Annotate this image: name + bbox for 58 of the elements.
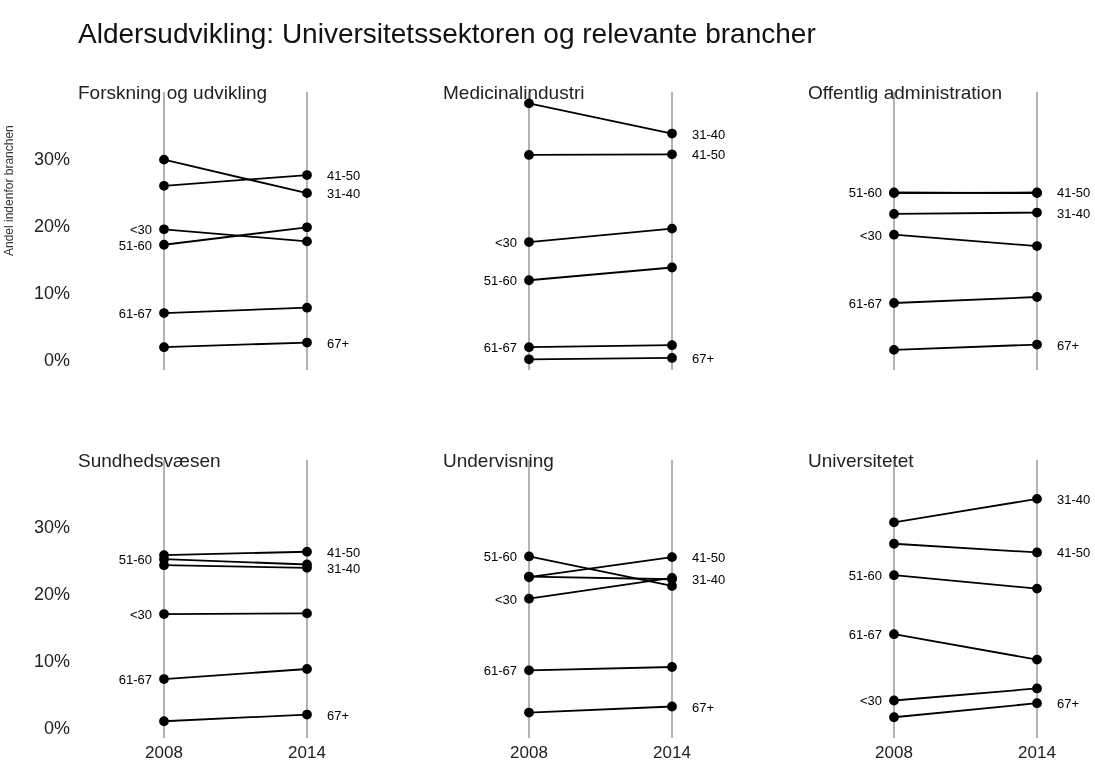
annotation: 31-40: [1057, 491, 1091, 507]
annotation: 31-40: [327, 186, 361, 202]
annotation: 41-50: [327, 168, 361, 184]
chart-title: Forskning og udvikling: [78, 82, 268, 104]
annotation: 67+: [1057, 337, 1080, 353]
annotation: 61-67: [118, 306, 152, 322]
y-tick-label: 30%: [33, 149, 70, 170]
annotation: 51-60: [848, 568, 882, 584]
chart-title: Medicinalindustri: [443, 82, 585, 104]
y-tick-label: 0%: [43, 718, 70, 739]
y-tick-label: 30%: [33, 517, 70, 538]
annotation: 41-50: [1057, 185, 1091, 201]
y-tick-label: 10%: [33, 283, 70, 304]
annotation: <30: [129, 607, 152, 623]
annotation: 51-60: [483, 273, 517, 289]
annotation: 67+: [692, 699, 715, 715]
chart-title: Undervisning: [443, 450, 554, 472]
x-tick-label: 2014: [653, 743, 691, 763]
annotation: 61-67: [848, 627, 882, 643]
annotation: <30: [494, 591, 517, 607]
annotation: 61-67: [483, 663, 517, 679]
annotation: 31-40: [1057, 205, 1091, 221]
x-tick-label: 2008: [510, 743, 548, 763]
annotation: <30: [859, 227, 882, 243]
annotation: <30: [129, 222, 152, 238]
y-tick-label: 10%: [33, 651, 70, 672]
annotation: 41-50: [1057, 545, 1091, 561]
annotation: 41-50: [327, 544, 361, 560]
annotation: 51-60: [118, 552, 152, 568]
y-tick-label: 0%: [43, 350, 70, 371]
annotation: 67+: [692, 350, 715, 366]
annotation: 61-67: [848, 296, 882, 312]
chart-title: Universitetet: [808, 450, 914, 472]
annotation: 61-67: [483, 340, 517, 356]
y-axis-title: Andel indenfor branchen: [2, 124, 17, 256]
annotation: <30: [859, 693, 882, 709]
y-tick-label: 20%: [33, 584, 70, 605]
annotation: 67+: [1057, 696, 1080, 712]
annotation: <30: [494, 235, 517, 251]
annotation: 31-40: [692, 572, 726, 588]
y-tick-label: 20%: [33, 216, 70, 237]
chart-title: Sundhedsvæsen: [78, 450, 221, 472]
annotation: 51-60: [483, 549, 517, 565]
text: Aldersudvikling: Universitetssektoren og relevante brancher: [78, 18, 816, 50]
x-tick-label: 2014: [288, 743, 326, 763]
annotation: 67+: [327, 707, 350, 723]
annotation: 41-50: [692, 147, 726, 163]
x-tick-label: 2008: [875, 743, 913, 763]
annotation: 51-60: [848, 185, 882, 201]
annotation: 61-67: [118, 672, 152, 688]
x-tick-label: 2014: [1018, 743, 1056, 763]
x-tick-label: 2008: [145, 743, 183, 763]
annotation: 41-50: [692, 550, 726, 566]
annotation: 31-40: [327, 560, 361, 576]
annotation: 67+: [327, 335, 350, 351]
annotation: 31-40: [692, 126, 726, 142]
chart-title: Offentlig administration: [808, 82, 1002, 104]
annotation: 51-60: [118, 237, 152, 253]
